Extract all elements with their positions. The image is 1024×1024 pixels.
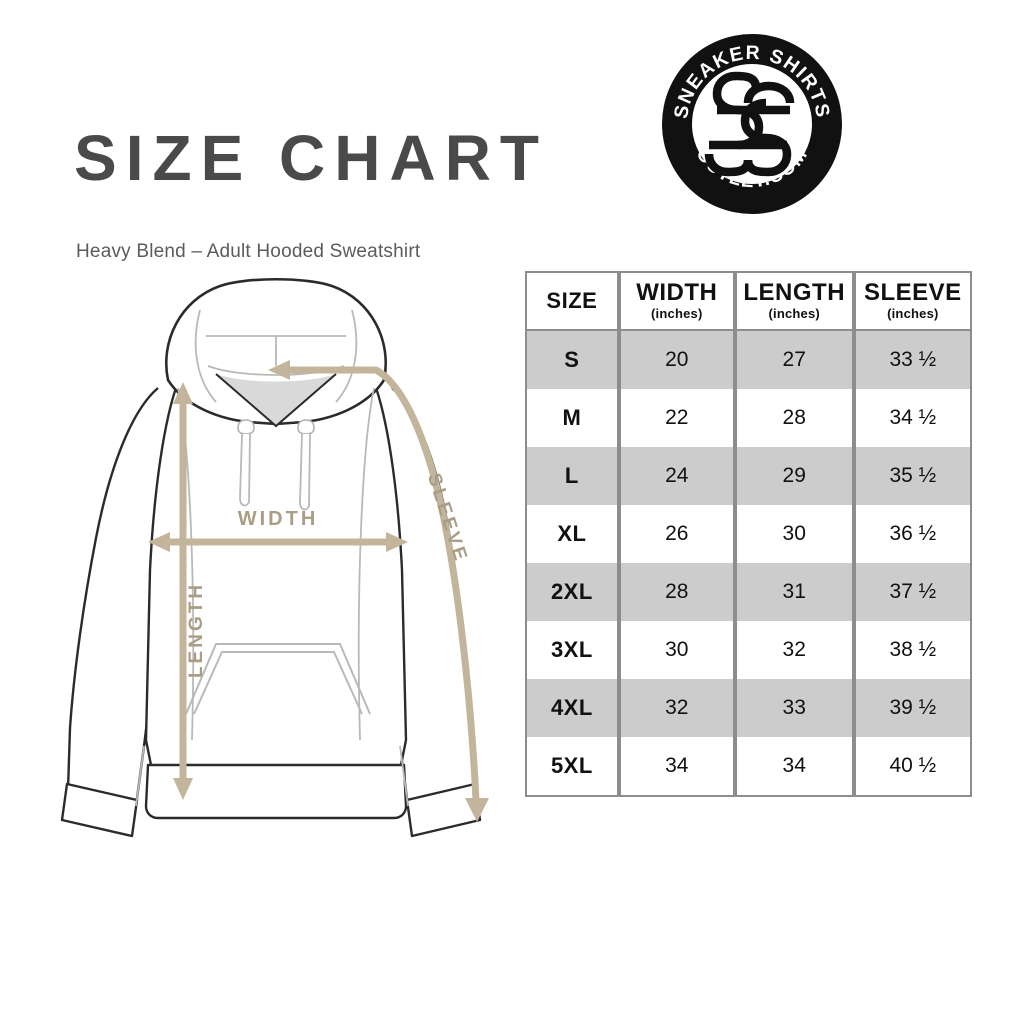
neck-opening-shadow [216, 374, 336, 426]
cell-length: 29 [734, 447, 854, 505]
cell-length: 27 [734, 331, 854, 389]
column-header-length: LENGTH (inches) [734, 271, 854, 331]
cell-size: 4XL [525, 679, 619, 737]
table-row: 2XL 28 31 37 ½ [525, 563, 972, 621]
column-header-length-label: LENGTH [743, 279, 846, 307]
width-label: WIDTH [238, 508, 319, 530]
sleeve-measure-arrow [268, 360, 489, 822]
table-body: S 20 27 33 ½ M 22 28 34 ½ L 24 29 35 ½ XL 26 30 36 ½ 2XL… [525, 331, 972, 797]
cell-size: XL [525, 505, 619, 563]
cell-length: 30 [734, 505, 854, 563]
right-body-seam [357, 387, 375, 741]
table-row: M 22 28 34 ½ [525, 389, 972, 447]
right-cuff-seam [399, 745, 409, 807]
left-cuff [60, 782, 139, 838]
column-header-size-label: SIZE [546, 288, 598, 313]
hoodie-diagram: WIDTH LENGTH SLEEVE [60, 278, 489, 838]
page-title: SIZE CHART [74, 122, 548, 194]
cell-length: 31 [734, 563, 854, 621]
kangaroo-pocket-inner [193, 651, 363, 715]
page-subtitle: Heavy Blend – Adult Hooded Sweatshirt [76, 241, 421, 262]
column-header-sleeve: SLEEVE (inches) [853, 271, 972, 331]
cell-sleeve: 40 ½ [853, 737, 972, 797]
cell-size: 2XL [525, 563, 619, 621]
column-header-width: WIDTH (inches) [618, 271, 735, 331]
cell-length: 32 [734, 621, 854, 679]
cell-size: M [525, 389, 619, 447]
cell-sleeve: 39 ½ [853, 679, 972, 737]
hood-inner-left [194, 309, 217, 403]
cell-width: 34 [618, 737, 735, 797]
cell-width: 24 [618, 447, 735, 505]
table-row: XL 26 30 36 ½ [525, 505, 972, 563]
hem-band [144, 763, 408, 820]
cell-sleeve: 36 ½ [853, 505, 972, 563]
drawstring-cord-left [239, 433, 251, 507]
logo-monogram-icon [704, 71, 795, 177]
column-header-length-unit: (inches) [768, 305, 820, 321]
column-header-width-label: WIDTH [636, 279, 718, 307]
cell-width: 32 [618, 679, 735, 737]
cell-width: 26 [618, 505, 735, 563]
logo-inner-rule [688, 60, 816, 188]
cell-width: 20 [618, 331, 735, 389]
column-header-size: SIZE [525, 271, 619, 331]
size-chart-table: SIZE WIDTH (inches) LENGTH (inches) SLEE… [525, 271, 972, 797]
cell-width: 28 [618, 563, 735, 621]
cell-size: 5XL [525, 737, 619, 797]
kangaroo-pocket-outer [185, 643, 371, 715]
cell-length: 28 [734, 389, 854, 447]
cell-width: 30 [618, 621, 735, 679]
cell-sleeve: 33 ½ [853, 331, 972, 389]
cell-sleeve: 37 ½ [853, 563, 972, 621]
cell-size: 3XL [525, 621, 619, 679]
table-row: 3XL 30 32 38 ½ [525, 621, 972, 679]
cell-length: 34 [734, 737, 854, 797]
hood-inner-right [335, 309, 358, 403]
column-header-sleeve-label: SLEEVE [863, 279, 962, 307]
table-head: SIZE WIDTH (inches) LENGTH (inches) SLEE… [525, 271, 972, 331]
left-cuff-seam [135, 745, 145, 807]
collar-v [215, 373, 337, 428]
cell-size: L [525, 447, 619, 505]
cell-sleeve: 34 ½ [853, 389, 972, 447]
table-row: S 20 27 33 ½ [525, 331, 972, 389]
length-measure-arrow [173, 382, 193, 800]
table-row: L 24 29 35 ½ [525, 447, 972, 505]
drawstring-grommet-right [297, 419, 315, 435]
column-header-sleeve-unit: (inches) [887, 305, 939, 321]
drawstring-cord-right [299, 433, 311, 511]
column-header-width-unit: (inches) [651, 305, 703, 321]
table-row: 4XL 32 33 39 ½ [525, 679, 972, 737]
cell-width: 22 [618, 389, 735, 447]
table-row: 5XL 34 34 40 ½ [525, 737, 972, 797]
drawstring-grommet-left [237, 419, 255, 435]
cell-sleeve: 38 ½ [853, 621, 972, 679]
table-header-row: SIZE WIDTH (inches) LENGTH (inches) SLEE… [525, 271, 972, 331]
length-label: LENGTH [186, 582, 207, 678]
brand-logo: SNEAKER SHIRTS OUTLET.COM [662, 34, 842, 214]
cell-size: S [525, 331, 619, 389]
cell-length: 33 [734, 679, 854, 737]
cell-sleeve: 35 ½ [853, 447, 972, 505]
width-measure-arrow [148, 532, 408, 552]
